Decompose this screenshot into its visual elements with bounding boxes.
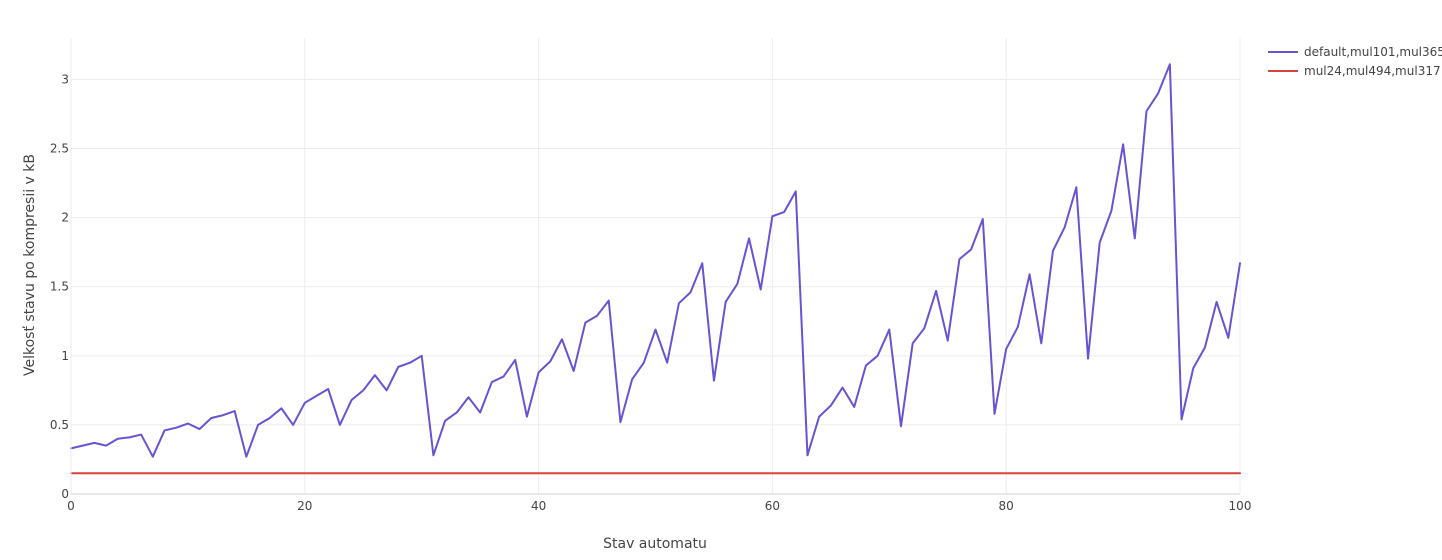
x-tick-label: 20 xyxy=(297,499,312,513)
legend-label: mul24,mul494,mul317 xyxy=(1304,64,1441,78)
x-tick-label: 40 xyxy=(531,499,546,513)
series-lines xyxy=(70,63,1241,475)
y-axis-title: Velkosť stavu po kompresii v kB xyxy=(22,154,38,376)
grid-lines xyxy=(71,38,1241,494)
y-tick-label: 1.5 xyxy=(50,280,69,294)
x-tick-label: 80 xyxy=(999,499,1014,513)
y-tick-label: 2.5 xyxy=(50,142,69,156)
legend-item-1[interactable]: default,mul101,mul365 xyxy=(1268,45,1442,59)
legend[interactable]: default,mul101,mul365 mul24,mul494,mul317 xyxy=(1268,45,1442,78)
x-tick-label: 60 xyxy=(765,499,780,513)
x-tick-label: 0 xyxy=(67,499,75,513)
y-tick-label: 0 xyxy=(61,487,69,501)
y-tick-label: 2 xyxy=(61,211,69,225)
y-tick-label: 3 xyxy=(61,72,69,86)
x-tick-label: 100 xyxy=(1229,499,1252,513)
axes: 0 20 40 60 80 100 0 0.5 1 1.5 2 2.5 3 xyxy=(50,38,1252,513)
y-tick-label: 0.5 xyxy=(50,418,69,432)
x-axis-title: Stav automatu xyxy=(603,536,707,552)
legend-label: default,mul101,mul365 xyxy=(1304,45,1442,59)
series-line-1 xyxy=(70,63,1241,458)
legend-item-2[interactable]: mul24,mul494,mul317 xyxy=(1268,64,1441,78)
y-tick-label: 1 xyxy=(61,349,69,363)
